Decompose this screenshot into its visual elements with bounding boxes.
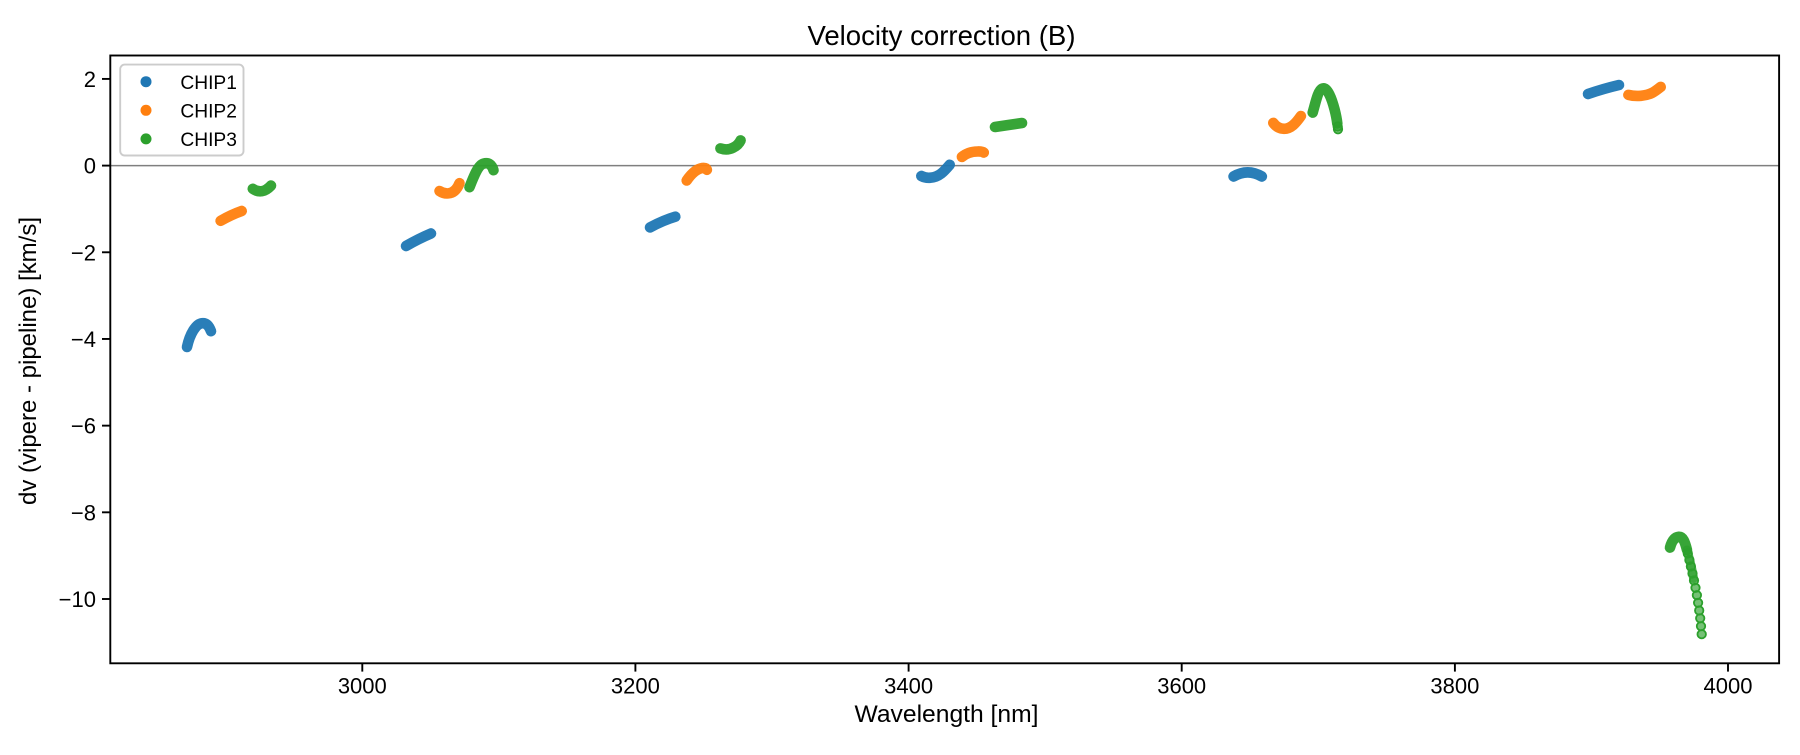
svg-text:3800: 3800 (1430, 674, 1479, 699)
svg-text:CHIP2: CHIP2 (180, 101, 237, 122)
svg-text:CHIP1: CHIP1 (180, 73, 237, 94)
svg-text:dv (vipere - pipeline) [km/s]: dv (vipere - pipeline) [km/s] (15, 217, 42, 505)
svg-text:3000: 3000 (338, 674, 387, 699)
svg-text:−6: −6 (71, 414, 96, 439)
svg-text:2: 2 (84, 67, 96, 92)
svg-text:3200: 3200 (611, 674, 660, 699)
svg-text:0: 0 (84, 154, 96, 179)
svg-text:−8: −8 (71, 500, 96, 525)
svg-text:Wavelength [nm]: Wavelength [nm] (855, 701, 1039, 728)
svg-text:−4: −4 (71, 327, 96, 352)
svg-text:Velocity correction (B): Velocity correction (B) (808, 20, 1076, 51)
svg-text:CHIP3: CHIP3 (180, 130, 237, 151)
svg-text:−2: −2 (71, 240, 96, 265)
svg-text:4000: 4000 (1704, 674, 1753, 699)
svg-text:3600: 3600 (1157, 674, 1206, 699)
svg-text:3400: 3400 (884, 674, 933, 699)
svg-text:−10: −10 (59, 587, 96, 612)
